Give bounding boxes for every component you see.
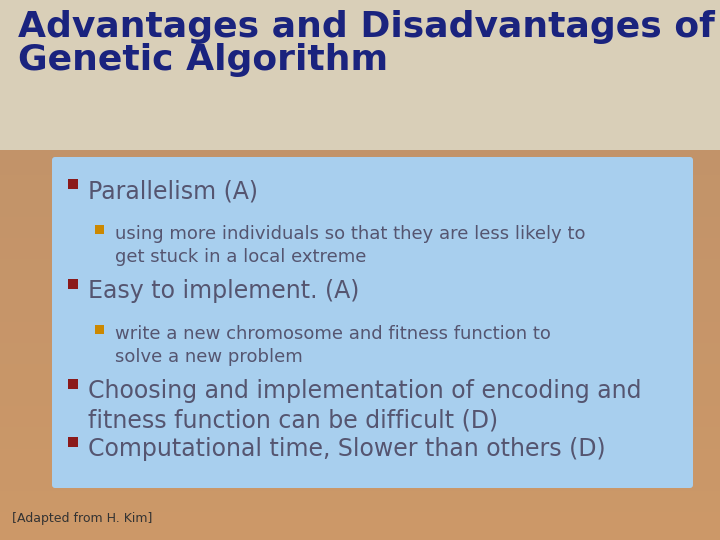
FancyBboxPatch shape bbox=[52, 157, 693, 488]
Bar bbox=[68, 437, 78, 447]
Bar bbox=[68, 379, 78, 389]
Text: Advantages and Disadvantages of: Advantages and Disadvantages of bbox=[18, 10, 715, 44]
Bar bbox=[68, 279, 78, 289]
Text: Parallelism (A): Parallelism (A) bbox=[88, 179, 258, 203]
Text: Genetic Algorithm: Genetic Algorithm bbox=[18, 43, 388, 77]
Text: Choosing and implementation of encoding and
fitness function can be difficult (D: Choosing and implementation of encoding … bbox=[88, 379, 642, 433]
Bar bbox=[68, 179, 78, 189]
Bar bbox=[95, 325, 104, 334]
Text: write a new chromosome and fitness function to
solve a new problem: write a new chromosome and fitness funct… bbox=[115, 325, 551, 366]
Bar bbox=[0, 0, 720, 150]
Text: [Adapted from H. Kim]: [Adapted from H. Kim] bbox=[12, 512, 153, 525]
Text: Easy to implement. (A): Easy to implement. (A) bbox=[88, 279, 359, 303]
Bar bbox=[95, 225, 104, 234]
Text: using more individuals so that they are less likely to
get stuck in a local extr: using more individuals so that they are … bbox=[115, 225, 585, 266]
Text: Computational time, Slower than others (D): Computational time, Slower than others (… bbox=[88, 437, 606, 461]
